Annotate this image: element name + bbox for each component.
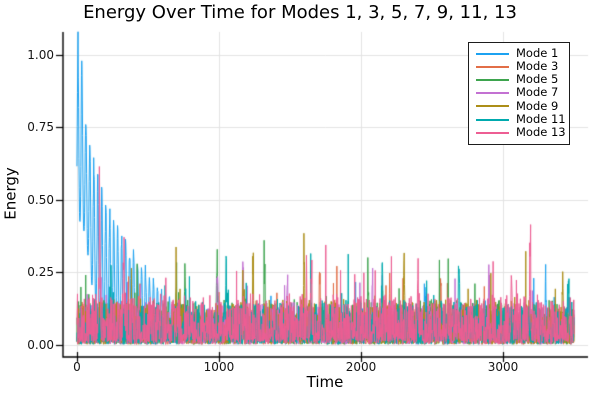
legend-label: Mode 11: [516, 111, 566, 126]
y-tick-label: 0.50: [27, 192, 54, 207]
legend-label: Mode 9: [516, 98, 559, 113]
chart-title: Energy Over Time for Modes 1, 3, 5, 7, 9…: [83, 2, 517, 23]
x-tick-label: 3000: [487, 360, 519, 374]
legend-line-sample-icon: [476, 78, 509, 81]
y-tick-label: 0.00: [27, 337, 54, 352]
legend-label: Mode 7: [516, 85, 559, 100]
x-tick-label: 2000: [345, 360, 377, 374]
x-tick-label: 1000: [203, 360, 235, 374]
legend: Mode 1 Mode 3 Mode 5 Mode 7 Mode 9 Mode 11 Mod…: [468, 42, 570, 145]
legend-line-sample-icon: [476, 105, 509, 108]
legend-label: Mode 13: [516, 124, 566, 139]
legend-item: Mode 5: [476, 73, 565, 86]
legend-item: Mode 9: [476, 100, 565, 113]
y-tick-label: 0.25: [27, 265, 54, 280]
legend-label: Mode 5: [516, 72, 559, 87]
legend-line-sample-icon: [476, 118, 509, 121]
y-tick-label: 1.00: [27, 47, 54, 62]
legend-item: Mode 11: [476, 111, 566, 126]
legend-line-sample-icon: [476, 65, 509, 68]
legend-item: Mode 13: [476, 124, 566, 139]
legend-line-sample-icon: [476, 92, 509, 95]
legend-line-sample-icon: [476, 52, 509, 55]
x-tick-label: 0: [73, 360, 81, 374]
legend-label: Mode 1: [516, 45, 559, 60]
legend-label: Mode 3: [516, 59, 559, 74]
x-axis-label: Time: [306, 373, 344, 391]
legend-item: Mode 7: [476, 87, 565, 100]
y-tick-label: 0.75: [27, 120, 54, 135]
legend-line-sample-icon: [476, 131, 509, 134]
legend-item: Mode 3: [476, 60, 565, 73]
legend-item: Mode 1: [476, 47, 565, 60]
